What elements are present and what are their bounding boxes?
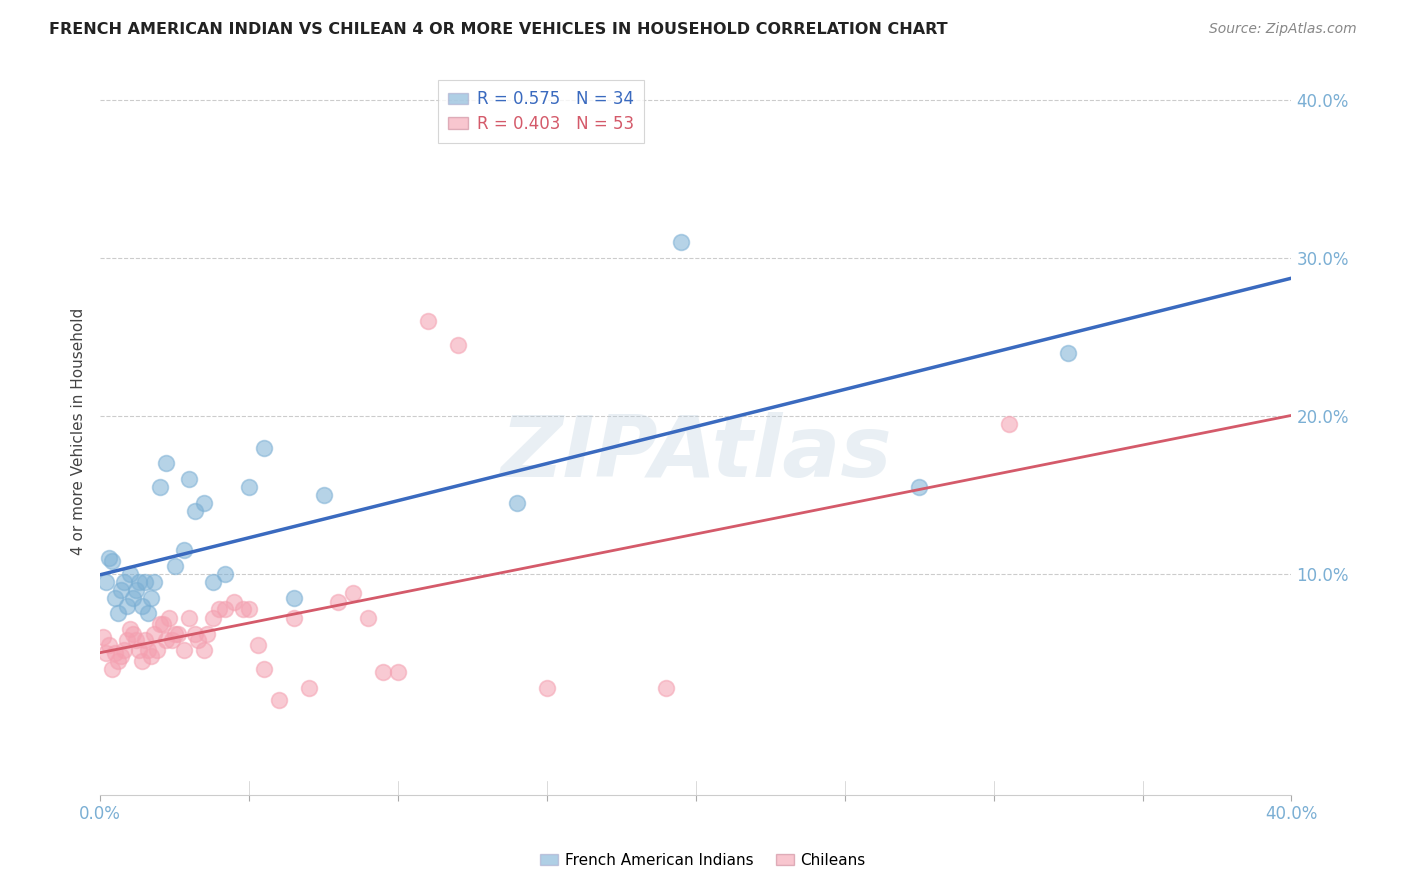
Text: ZIPAtlas: ZIPAtlas [501,412,891,495]
Point [152,617,174,632]
Legend: R = 0.575   N = 34, R = 0.403   N = 53: R = 0.575 N = 34, R = 0.403 N = 53 [439,80,644,143]
Point [160,633,183,648]
Point [536,681,558,695]
Point [131,599,153,613]
Point [107,607,129,621]
Point [101,662,124,676]
Point [128,642,150,657]
Point [142,627,165,641]
Point [163,627,186,641]
Y-axis label: 4 or more Vehicles in Household: 4 or more Vehicles in Household [72,308,86,556]
Point [122,627,145,641]
Point [107,654,129,668]
Point [136,607,159,621]
Point [387,665,409,679]
Point [179,472,201,486]
Point [91,630,114,644]
Point [246,638,269,652]
Point [997,417,1019,431]
Point [101,554,124,568]
Point [342,586,364,600]
Point [232,601,254,615]
Point [195,627,218,641]
Point [179,611,201,625]
Point [1057,346,1080,360]
Point [110,649,132,664]
Point [357,611,380,625]
Text: Source: ZipAtlas.com: Source: ZipAtlas.com [1209,22,1357,37]
Point [125,633,148,648]
Point [149,480,172,494]
Point [267,693,290,707]
Point [134,633,156,648]
Point [166,627,188,641]
Point [139,591,162,605]
Point [208,601,231,615]
Point [112,642,135,657]
Point [145,642,167,657]
Point [371,665,394,679]
Point [238,480,260,494]
Point [224,595,246,609]
Point [238,601,260,615]
Point [214,601,236,615]
Legend: French American Indians, Chileans: French American Indians, Chileans [534,847,872,873]
Point [193,496,215,510]
Point [202,574,225,589]
Point [149,617,172,632]
Point [173,543,195,558]
Point [118,566,141,581]
Point [184,627,207,641]
Point [655,681,678,695]
Point [94,646,117,660]
Point [115,599,138,613]
Point [312,488,335,502]
Point [214,566,236,581]
Point [416,314,439,328]
Point [94,574,117,589]
Text: FRENCH AMERICAN INDIAN VS CHILEAN 4 OR MORE VEHICLES IN HOUSEHOLD CORRELATION CH: FRENCH AMERICAN INDIAN VS CHILEAN 4 OR M… [49,22,948,37]
Point [112,574,135,589]
Point [118,622,141,636]
Point [283,591,305,605]
Point [157,611,180,625]
Point [134,574,156,589]
Point [98,638,121,652]
Point [139,649,162,664]
Point [131,654,153,668]
Point [506,496,529,510]
Point [115,633,138,648]
Point [187,633,209,648]
Point [136,642,159,657]
Point [328,595,350,609]
Point [253,441,276,455]
Point [125,582,148,597]
Point [104,591,127,605]
Point [110,582,132,597]
Point [297,681,319,695]
Point [908,480,931,494]
Point [193,642,215,657]
Point [142,574,165,589]
Point [128,574,150,589]
Point [155,633,177,648]
Point [98,551,121,566]
Point [173,642,195,657]
Point [155,456,177,470]
Point [669,235,692,250]
Point [184,504,207,518]
Point [104,646,127,660]
Point [446,338,468,352]
Point [122,591,145,605]
Point [253,662,276,676]
Point [283,611,305,625]
Point [202,611,225,625]
Point [163,559,186,574]
